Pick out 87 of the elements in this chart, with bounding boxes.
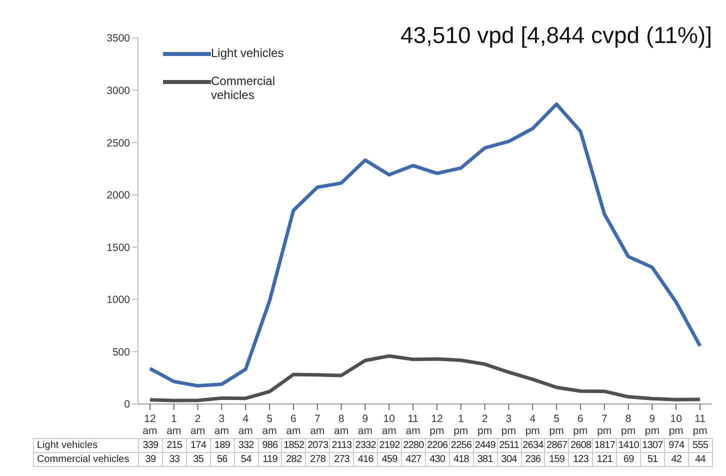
data-label: 56 bbox=[210, 452, 234, 466]
x-tick-label: 5 am bbox=[262, 413, 278, 437]
y-tick-label: 0 bbox=[124, 398, 130, 411]
data-label: 1852 bbox=[282, 438, 306, 452]
data-label: 123 bbox=[568, 452, 593, 466]
data-label: 2206 bbox=[425, 438, 450, 452]
data-label: 159 bbox=[544, 452, 569, 466]
data-label: 2073 bbox=[306, 438, 330, 452]
data-label: 304 bbox=[497, 452, 521, 466]
data-label: 986 bbox=[258, 438, 282, 452]
data-label: 2608 bbox=[568, 438, 593, 452]
data-label: 2867 bbox=[544, 438, 569, 452]
data-label: 42 bbox=[664, 452, 688, 466]
y-tick-label: 1500 bbox=[106, 242, 130, 254]
data-label: 35 bbox=[186, 452, 210, 466]
data-label: 2192 bbox=[378, 438, 402, 452]
data-label: 236 bbox=[521, 452, 545, 466]
data-label: 39 bbox=[138, 452, 162, 466]
data-label: 1307 bbox=[640, 438, 664, 452]
legend-label: Commercial vehicles bbox=[211, 74, 276, 102]
data-label: 215 bbox=[162, 438, 186, 452]
x-tick-label: 7 am bbox=[310, 413, 325, 437]
data-label: 69 bbox=[616, 452, 641, 466]
x-tick-label: 12 pm bbox=[430, 413, 444, 437]
y-tick-label: 3000 bbox=[106, 85, 130, 98]
x-tick-label: 8 am bbox=[334, 413, 349, 437]
y-tick-label: 2500 bbox=[106, 137, 130, 150]
text: Light vehicles bbox=[37, 440, 98, 451]
y-tick-label: 2000 bbox=[106, 190, 130, 202]
data-label: 44 bbox=[688, 452, 712, 466]
data-label: 51 bbox=[640, 452, 664, 466]
data-label: 1410 bbox=[616, 438, 641, 452]
data-label: 332 bbox=[234, 438, 258, 452]
y-tick-label: 500 bbox=[112, 346, 130, 358]
x-tick-label: 6 pm bbox=[573, 413, 588, 437]
data-label: 2256 bbox=[449, 438, 474, 452]
data-label: 2634 bbox=[521, 438, 545, 452]
x-tick-label: 3 am bbox=[214, 413, 230, 437]
data-label: 174 bbox=[186, 438, 210, 452]
line-series bbox=[148, 354, 702, 402]
data-label: 459 bbox=[378, 452, 402, 466]
x-tick-label: 8 pm bbox=[620, 413, 636, 437]
data-label: 430 bbox=[425, 452, 450, 466]
x-tick-label: 2 pm bbox=[477, 413, 492, 437]
x-tick-label: 11 pm bbox=[692, 413, 708, 437]
data-label: 2280 bbox=[401, 438, 426, 452]
x-tick-label: 6 am bbox=[286, 413, 301, 437]
data-label: 2332 bbox=[354, 438, 378, 452]
x-tick-label: 9 pm bbox=[644, 413, 660, 437]
x-tick-label: 1 pm bbox=[454, 413, 468, 437]
data-label: 416 bbox=[354, 452, 378, 466]
data-label: 381 bbox=[473, 452, 498, 466]
data-label: 33 bbox=[162, 452, 186, 466]
data-label: 2511 bbox=[497, 438, 521, 452]
x-tick-label: 5 pm bbox=[549, 413, 564, 437]
data-label: 427 bbox=[401, 452, 426, 466]
x-tick-label: 9 am bbox=[358, 413, 373, 437]
data-label: 278 bbox=[306, 452, 330, 466]
legend-label: Light vehicles bbox=[211, 46, 285, 60]
data-label: 418 bbox=[449, 452, 474, 466]
x-tick-label: 4 pm bbox=[525, 413, 540, 437]
data-label: 121 bbox=[592, 452, 617, 466]
data-label: 189 bbox=[210, 438, 234, 452]
y-tick-label: 1000 bbox=[106, 294, 130, 306]
x-tick-label: 10 pm bbox=[668, 413, 684, 437]
data-label: 555 bbox=[688, 438, 712, 452]
x-tick-label: 10 am bbox=[382, 413, 397, 437]
x-tick-label: 7 pm bbox=[597, 413, 612, 437]
data-label: 282 bbox=[282, 452, 306, 466]
data-label: 974 bbox=[664, 438, 688, 452]
data-label: 54 bbox=[234, 452, 258, 466]
y-tick-label: 3500 bbox=[106, 32, 130, 45]
x-tick-label: 1 am bbox=[166, 413, 182, 437]
line-series bbox=[148, 102, 702, 388]
chart-title: 43,510 vpd [4,844 cvpd (11%)] bbox=[400, 22, 712, 49]
data-label: 2449 bbox=[473, 438, 498, 452]
text: Commercial vehicles bbox=[37, 454, 130, 465]
data-label: 1817 bbox=[592, 438, 617, 452]
data-label: 2113 bbox=[330, 438, 354, 452]
data-label: 119 bbox=[258, 452, 282, 466]
x-tick-label: 12 am bbox=[142, 413, 158, 437]
data-label: 273 bbox=[330, 452, 354, 466]
x-tick-label: 11 am bbox=[406, 413, 421, 437]
x-tick-label: 2 am bbox=[190, 413, 206, 437]
data-label: 339 bbox=[138, 438, 162, 452]
x-tick-label: 3 pm bbox=[501, 413, 516, 437]
x-tick-label: 4 am bbox=[238, 413, 254, 437]
